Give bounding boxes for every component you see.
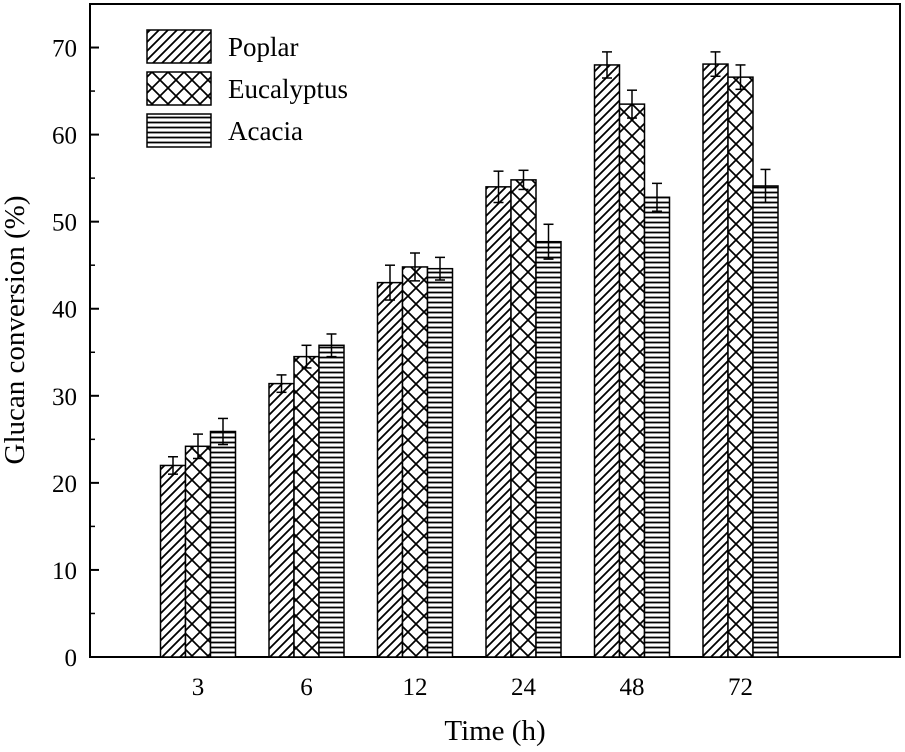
bar-eucalyptus-72 xyxy=(727,76,754,658)
bars xyxy=(159,51,779,658)
y-axis-title: Glucan conversion (%) xyxy=(0,196,31,465)
x-axis: 3 6 12 24 48 72 xyxy=(192,674,753,701)
y-tick-label: 30 xyxy=(52,384,77,411)
bar-eucalyptus-12 xyxy=(401,266,429,658)
legend-swatch-acacia xyxy=(146,113,212,148)
x-tick-label: 72 xyxy=(728,674,753,701)
bar-poplar-72 xyxy=(702,63,729,658)
bar-acacia-6 xyxy=(318,344,345,658)
legend-label-poplar: Poplar xyxy=(228,32,299,62)
x-tick-label: 12 xyxy=(403,674,428,701)
y-axis: 0 10 20 30 40 50 60 70 xyxy=(52,36,99,672)
y-tick-label: 10 xyxy=(52,558,77,585)
bar-eucalyptus-6 xyxy=(293,355,320,658)
bar-acacia-24 xyxy=(535,240,562,658)
bar-acacia-3 xyxy=(209,430,237,658)
bar-acacia-12 xyxy=(426,267,454,658)
bar-poplar-12 xyxy=(376,281,404,658)
legend-swatch-poplar xyxy=(146,29,212,64)
bar-eucalyptus-48 xyxy=(618,103,646,658)
legend: Poplar Eucalyptus Acacia xyxy=(146,29,348,148)
y-tick-label: 0 xyxy=(65,645,78,672)
bar-acacia-48 xyxy=(643,196,671,658)
x-tick-label: 6 xyxy=(300,674,313,701)
x-axis-title: Time (h) xyxy=(444,715,545,747)
bar-poplar-3 xyxy=(159,464,187,658)
bar-poplar-6 xyxy=(268,382,295,658)
y-tick-label: 70 xyxy=(52,36,77,63)
y-tick-label: 60 xyxy=(52,123,77,150)
bar-eucalyptus-3 xyxy=(184,445,212,658)
x-tick-label: 48 xyxy=(620,674,645,701)
y-tick-label: 20 xyxy=(52,471,77,498)
y-tick-label: 50 xyxy=(52,210,77,237)
bar-poplar-48 xyxy=(593,64,621,658)
bar-acacia-72 xyxy=(752,185,779,658)
legend-label-eucalyptus: Eucalyptus xyxy=(228,74,348,104)
legend-label-acacia: Acacia xyxy=(228,116,303,146)
y-tick-label: 40 xyxy=(52,297,77,324)
bar-eucalyptus-24 xyxy=(510,179,537,658)
x-tick-label: 24 xyxy=(511,674,537,701)
legend-swatch-eucalyptus xyxy=(146,71,212,106)
bar-poplar-24 xyxy=(485,186,512,658)
x-tick-label: 3 xyxy=(192,674,205,701)
